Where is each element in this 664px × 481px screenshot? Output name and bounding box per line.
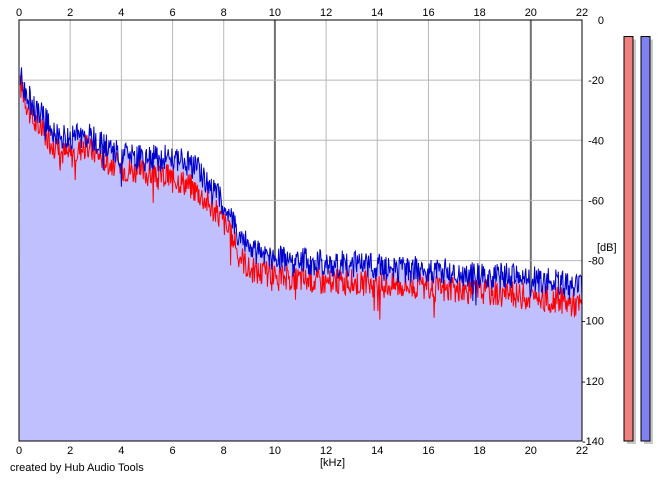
x-tick-label: 2 bbox=[67, 7, 73, 19]
x-tick-labels-top: 0 2 4 6 8 10 12 14 16 18 20 22 bbox=[16, 7, 588, 19]
y-tick-label: -40 bbox=[588, 135, 604, 147]
x-tick-label: 4 bbox=[118, 445, 124, 457]
x-tick-label: 20 bbox=[525, 445, 537, 457]
x-tick-label: 12 bbox=[320, 445, 332, 457]
y-axis-label: [dB] bbox=[597, 242, 617, 254]
level-meter-red bbox=[623, 36, 634, 442]
x-tick-label: 0 bbox=[16, 445, 22, 457]
x-tick-label: 22 bbox=[576, 7, 588, 19]
spectrum-fill bbox=[19, 67, 582, 442]
x-tick-label: 4 bbox=[118, 7, 124, 19]
y-tick-label: -120 bbox=[582, 376, 604, 388]
x-tick-label: 6 bbox=[169, 445, 175, 457]
x-tick-label: 16 bbox=[422, 445, 434, 457]
x-tick-label: 10 bbox=[269, 445, 281, 457]
x-tick-label: 10 bbox=[269, 7, 281, 19]
series-blue-line bbox=[19, 67, 583, 306]
level-meter-blue bbox=[640, 36, 651, 442]
x-tick-label: 22 bbox=[576, 445, 588, 457]
y-tick-label: 0 bbox=[598, 15, 604, 27]
y-tick-label: -140 bbox=[582, 436, 604, 448]
x-tick-label: 2 bbox=[67, 445, 73, 457]
x-tick-label: 8 bbox=[221, 7, 227, 19]
y-tick-label: -60 bbox=[588, 195, 604, 207]
x-tick-label: 12 bbox=[320, 7, 332, 19]
x-tick-label: 16 bbox=[422, 7, 434, 19]
x-tick-label: 14 bbox=[371, 445, 383, 457]
x-tick-labels-bottom: 0 2 4 6 8 10 12 14 16 18 20 22 bbox=[16, 445, 588, 457]
y-tick-labels: 0 -20 -40 -60 -80 -100 -120 -140 bbox=[582, 15, 604, 448]
level-meters bbox=[623, 36, 653, 445]
x-tick-label: 6 bbox=[169, 7, 175, 19]
x-tick-label: 14 bbox=[371, 7, 383, 19]
plot-frame bbox=[18, 19, 583, 442]
x-tick-label: 20 bbox=[525, 7, 537, 19]
x-axis-label: [kHz] bbox=[320, 457, 346, 469]
x-tick-label: 18 bbox=[474, 7, 486, 19]
x-tick-label: 0 bbox=[16, 7, 22, 19]
credit-text: created by Hub Audio Tools bbox=[10, 462, 144, 474]
x-tick-label: 18 bbox=[474, 445, 486, 457]
x-tick-label: 8 bbox=[221, 445, 227, 457]
y-tick-label: -20 bbox=[588, 75, 604, 87]
y-tick-label: -80 bbox=[588, 256, 604, 268]
y-tick-label: -100 bbox=[582, 316, 604, 328]
